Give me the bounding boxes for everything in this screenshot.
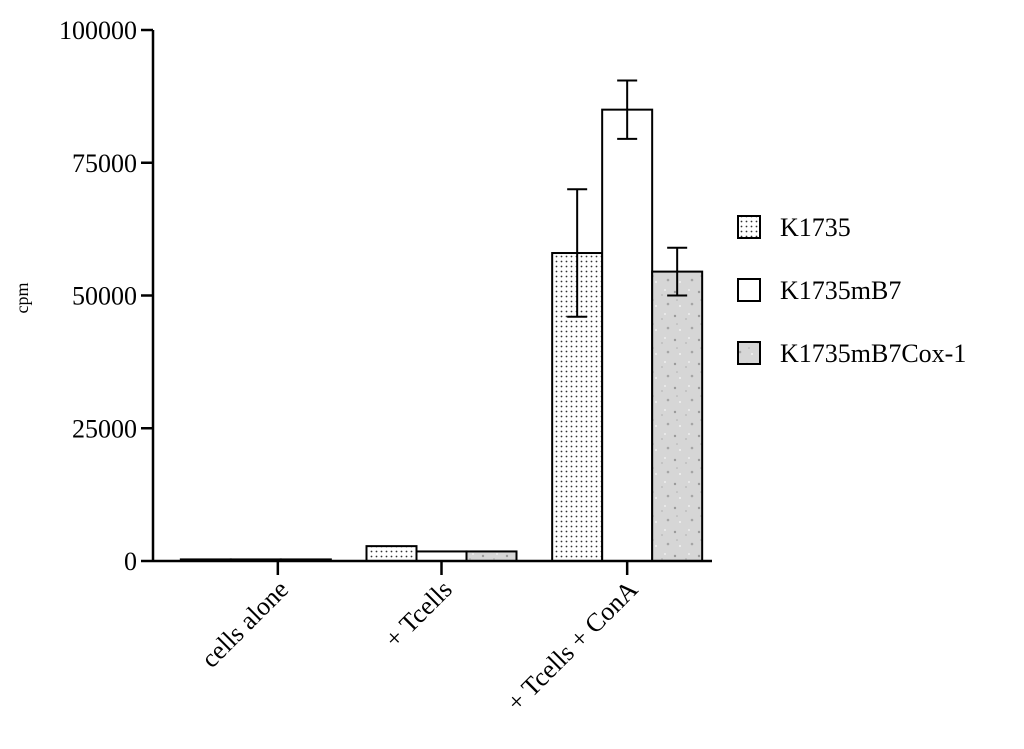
error-bar xyxy=(567,188,588,318)
legend-label: K1735mB7 xyxy=(780,276,901,305)
legend-item: K1735 xyxy=(737,213,851,242)
legend: K1735 K1735mB7 K1735mB7Cox-1 xyxy=(737,213,966,368)
legend-swatch xyxy=(737,215,761,239)
y-tick-label: 100000 xyxy=(59,16,137,45)
legend-swatch xyxy=(737,278,761,302)
x-axis: cells alone + Tcells + Tcells + ConA xyxy=(153,559,712,717)
y-tick-label: 25000 xyxy=(72,414,137,443)
y-axis: 0 25000 50000 75000 100000 xyxy=(59,16,155,576)
legend-item: K1735mB7 xyxy=(737,276,901,305)
error-bar xyxy=(667,246,688,297)
legend-label: K1735 xyxy=(780,213,851,242)
bar-k1735mb7cox-1-3 xyxy=(651,270,704,562)
legend-label: K1735mB7Cox-1 xyxy=(780,339,966,368)
error-bar xyxy=(617,79,638,140)
x-tick-label: + Tcells xyxy=(379,575,458,654)
y-tick-label: 75000 xyxy=(72,149,137,178)
bar-k1735mb7-3 xyxy=(601,108,654,563)
plot-area xyxy=(179,79,704,563)
y-tick-label: 0 xyxy=(124,547,137,576)
x-tick-label: + Tcells + ConA xyxy=(501,575,643,717)
bar-k1735-2 xyxy=(365,545,418,563)
y-axis-title: cpm xyxy=(12,283,32,314)
legend-swatch xyxy=(737,341,761,365)
legend-item: K1735mB7Cox-1 xyxy=(737,339,966,368)
y-tick-label: 50000 xyxy=(72,282,137,311)
bar-k1735mb7cox-1-2 xyxy=(465,550,518,563)
x-tick-label: cells alone xyxy=(195,575,294,674)
bar-k1735mb7-2 xyxy=(415,550,468,563)
